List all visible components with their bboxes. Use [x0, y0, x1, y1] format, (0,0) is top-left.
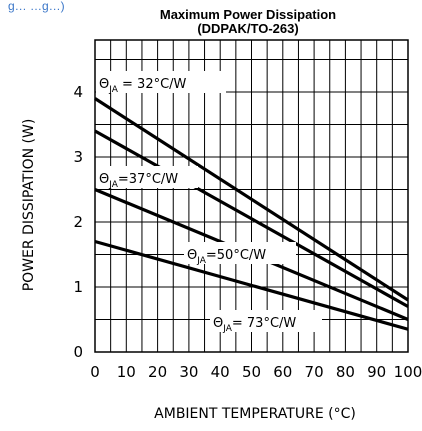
series-labels: ΘJA = 32°C/W ΘJA=37°C/W ΘJA=50°C/W ΘJA= 73°…	[96, 71, 322, 334]
x-tick-label: 90	[367, 363, 386, 381]
series-label: ΘJA=37°C/W	[99, 172, 178, 190]
x-tick-label: 100	[394, 363, 422, 381]
series-label-bg	[210, 310, 322, 332]
y-tick-label: 0	[73, 343, 83, 361]
series-line	[94, 239, 409, 331]
series-line	[94, 97, 409, 302]
x-tick-label: 70	[305, 363, 324, 381]
y-axis-label: POWER DISSIPATION (W)	[21, 119, 37, 292]
x-axis-label: AMBIENT TEMPERATURE (°C)	[154, 406, 356, 422]
y-tick-label: 1	[73, 278, 83, 296]
series-label-bg	[96, 71, 226, 93]
chart-title: Maximum Power Dissipation	[160, 7, 336, 22]
x-tick-label: 80	[336, 363, 355, 381]
x-tick-label: 40	[211, 363, 230, 381]
x-tick-label: 10	[117, 363, 136, 381]
header-link-fragment[interactable]: g… …g…)	[8, 0, 65, 13]
x-tick-label: 0	[90, 363, 100, 381]
x-tick-label: 60	[273, 363, 292, 381]
chart-subtitle: (DDPAK/TO-263)	[197, 21, 298, 36]
y-tick-label: 2	[73, 213, 83, 231]
series-label-bg	[184, 242, 296, 264]
x-tick-label: 30	[179, 363, 198, 381]
y-tick-label: 4	[73, 83, 83, 101]
series-line	[94, 129, 409, 308]
series-label: ΘJA= 73°C/W	[213, 316, 296, 334]
x-tick-label: 20	[148, 363, 167, 381]
y-tick-label: 3	[73, 148, 83, 166]
x-tick-label: 50	[242, 363, 261, 381]
series-label-bg	[96, 166, 198, 188]
series-label: ΘJA = 32°C/W	[99, 77, 187, 95]
tick-labels: 0 10 20 30 40 50 60 70 80 90 100 0 1 2 3 4	[73, 83, 422, 381]
plot-frame	[94, 39, 409, 353]
series-label: ΘJA=50°C/W	[187, 248, 266, 266]
